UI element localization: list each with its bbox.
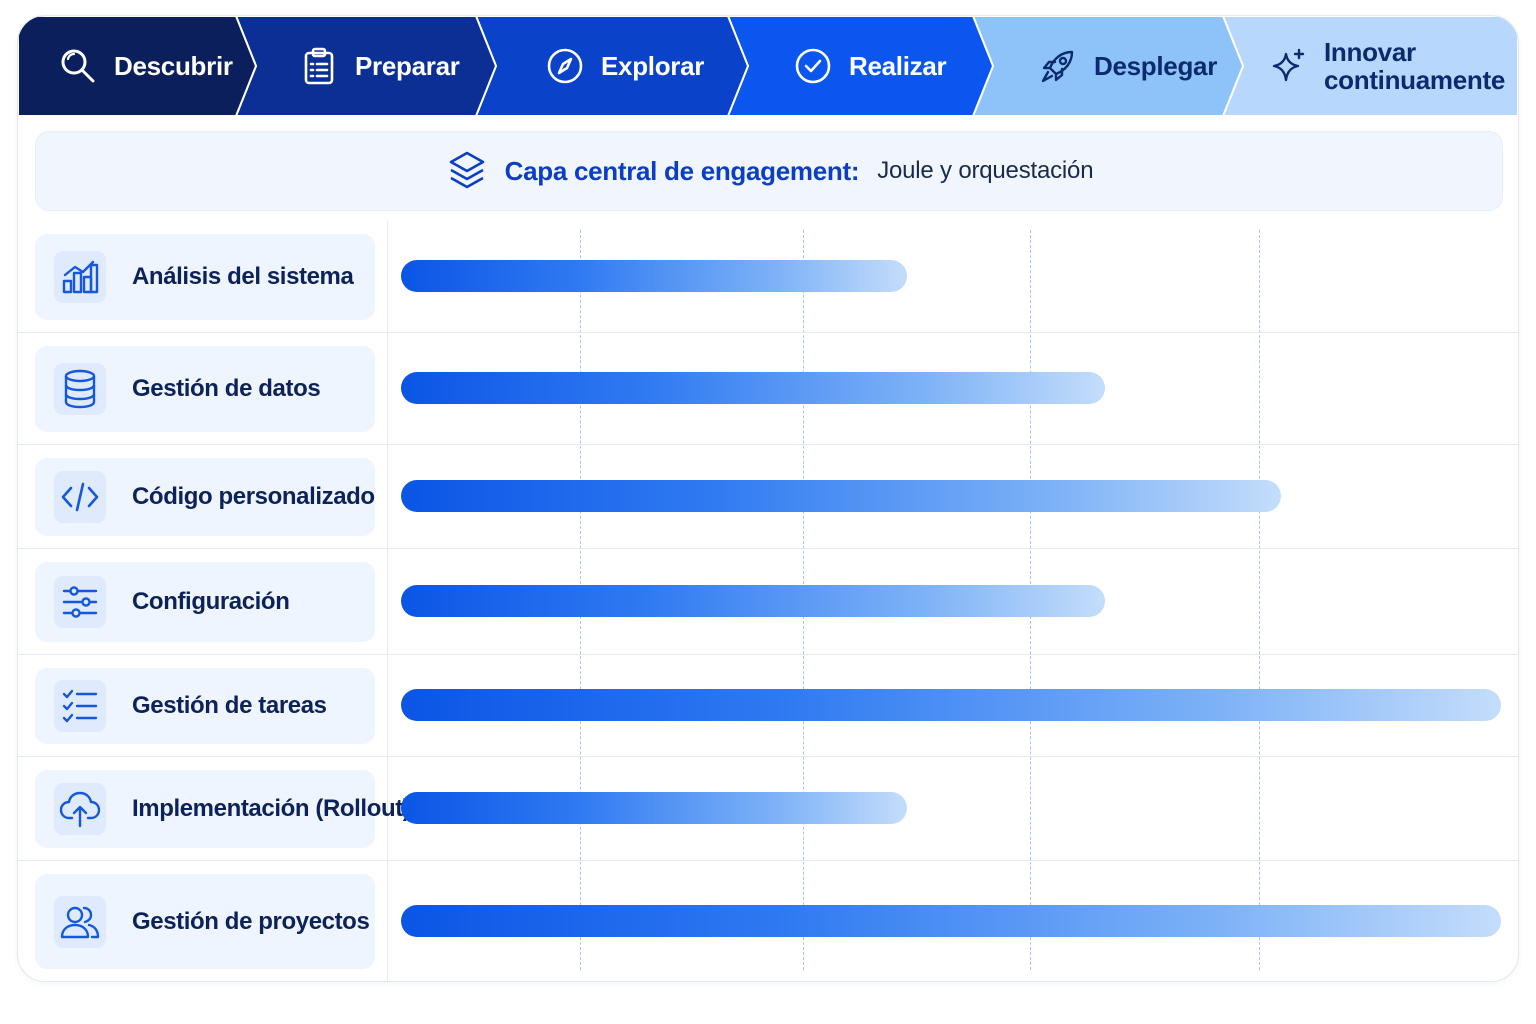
- row-label-text: Gestión de proyectos: [132, 907, 370, 935]
- rocket-icon: [1036, 44, 1080, 88]
- phase-label: Innovar continuamente: [1324, 37, 1506, 95]
- row-separator: [18, 860, 1518, 861]
- phase-header-background: [18, 16, 1518, 116]
- row-separator: [18, 756, 1518, 757]
- phase-label: Explorar: [601, 51, 705, 81]
- engagement-banner: Capa central de engagement: Joule y orqu…: [35, 131, 1503, 211]
- sparkle-icon: [1266, 44, 1310, 88]
- code-icon: [54, 471, 106, 523]
- progress-bar-analisis-del-sistema: [401, 260, 907, 292]
- phase-label: Descubrir: [114, 51, 233, 81]
- phase-chevron: [18, 16, 258, 116]
- users-icon: [54, 895, 106, 948]
- column-divider: [387, 220, 388, 981]
- phase-descubrir[interactable]: Descubrir: [56, 16, 233, 116]
- phase-innovar[interactable]: Innovar continuamente: [1266, 16, 1506, 116]
- phase-label: Preparar: [355, 51, 460, 81]
- database-icon: [54, 363, 106, 415]
- row-separator: [18, 444, 1518, 445]
- phase-explorar[interactable]: Explorar: [543, 16, 704, 116]
- row-label-text: Gestión de tareas: [132, 692, 327, 719]
- workstream-grid: Análisis del sistema Gestión de datos Có…: [18, 220, 1518, 981]
- row-analisis-del-sistema: Análisis del sistema: [35, 234, 375, 320]
- row-separator: [18, 654, 1518, 655]
- layers-icon: [445, 149, 489, 193]
- progress-bar-configuracion: [401, 585, 1105, 617]
- progress-bar-gestion-de-tareas: [401, 689, 1501, 721]
- row-gestion-de-proyectos: Gestión de proyectos: [35, 874, 375, 969]
- bar-chart-icon: [54, 251, 106, 303]
- phase-gridline: [1259, 230, 1260, 970]
- banner-subtitle: Joule y orquestación: [877, 157, 1094, 184]
- row-gestion-de-datos: Gestión de datos: [35, 346, 375, 432]
- search-icon: [56, 44, 100, 88]
- phase-desplegar[interactable]: Desplegar: [1036, 16, 1217, 116]
- progress-bar-codigo-personalizado: [401, 480, 1281, 512]
- row-label-text: Implementación (Rollout): [132, 795, 411, 822]
- row-label-text: Gestión de datos: [132, 375, 321, 402]
- sliders-icon: [54, 576, 106, 628]
- progress-bar-gestion-de-datos: [401, 372, 1105, 404]
- clipboard-icon: [297, 44, 341, 88]
- row-separator: [18, 332, 1518, 333]
- progress-bar-implementacion-rollout: [401, 792, 907, 824]
- row-label-text: Código personalizado: [132, 483, 375, 510]
- row-gestion-de-tareas: Gestión de tareas: [35, 668, 375, 744]
- progress-bar-gestion-de-proyectos: [401, 904, 1501, 937]
- phase-preparar[interactable]: Preparar: [297, 16, 460, 116]
- row-label-text: Configuración: [132, 588, 290, 615]
- compass-icon: [543, 44, 587, 88]
- cloud-upload-icon: [54, 783, 106, 835]
- row-configuracion: Configuración: [35, 562, 375, 642]
- row-codigo-personalizado: Código personalizado: [35, 458, 375, 536]
- checklist-icon: [54, 680, 106, 732]
- roadmap-card: Descubrir Preparar Explor: [17, 15, 1519, 982]
- check-circle-icon: [791, 44, 835, 88]
- phase-realizar[interactable]: Realizar: [791, 16, 947, 116]
- phase-label: Desplegar: [1094, 51, 1218, 81]
- phase-label: Realizar: [849, 51, 947, 81]
- phase-header: Descubrir Preparar Explor: [18, 16, 1518, 116]
- banner-title: Capa central de engagement:: [504, 155, 860, 186]
- row-separator: [18, 548, 1518, 549]
- row-label-text: Análisis del sistema: [132, 263, 354, 290]
- row-implementacion-rollout: Implementación (Rollout): [35, 770, 411, 848]
